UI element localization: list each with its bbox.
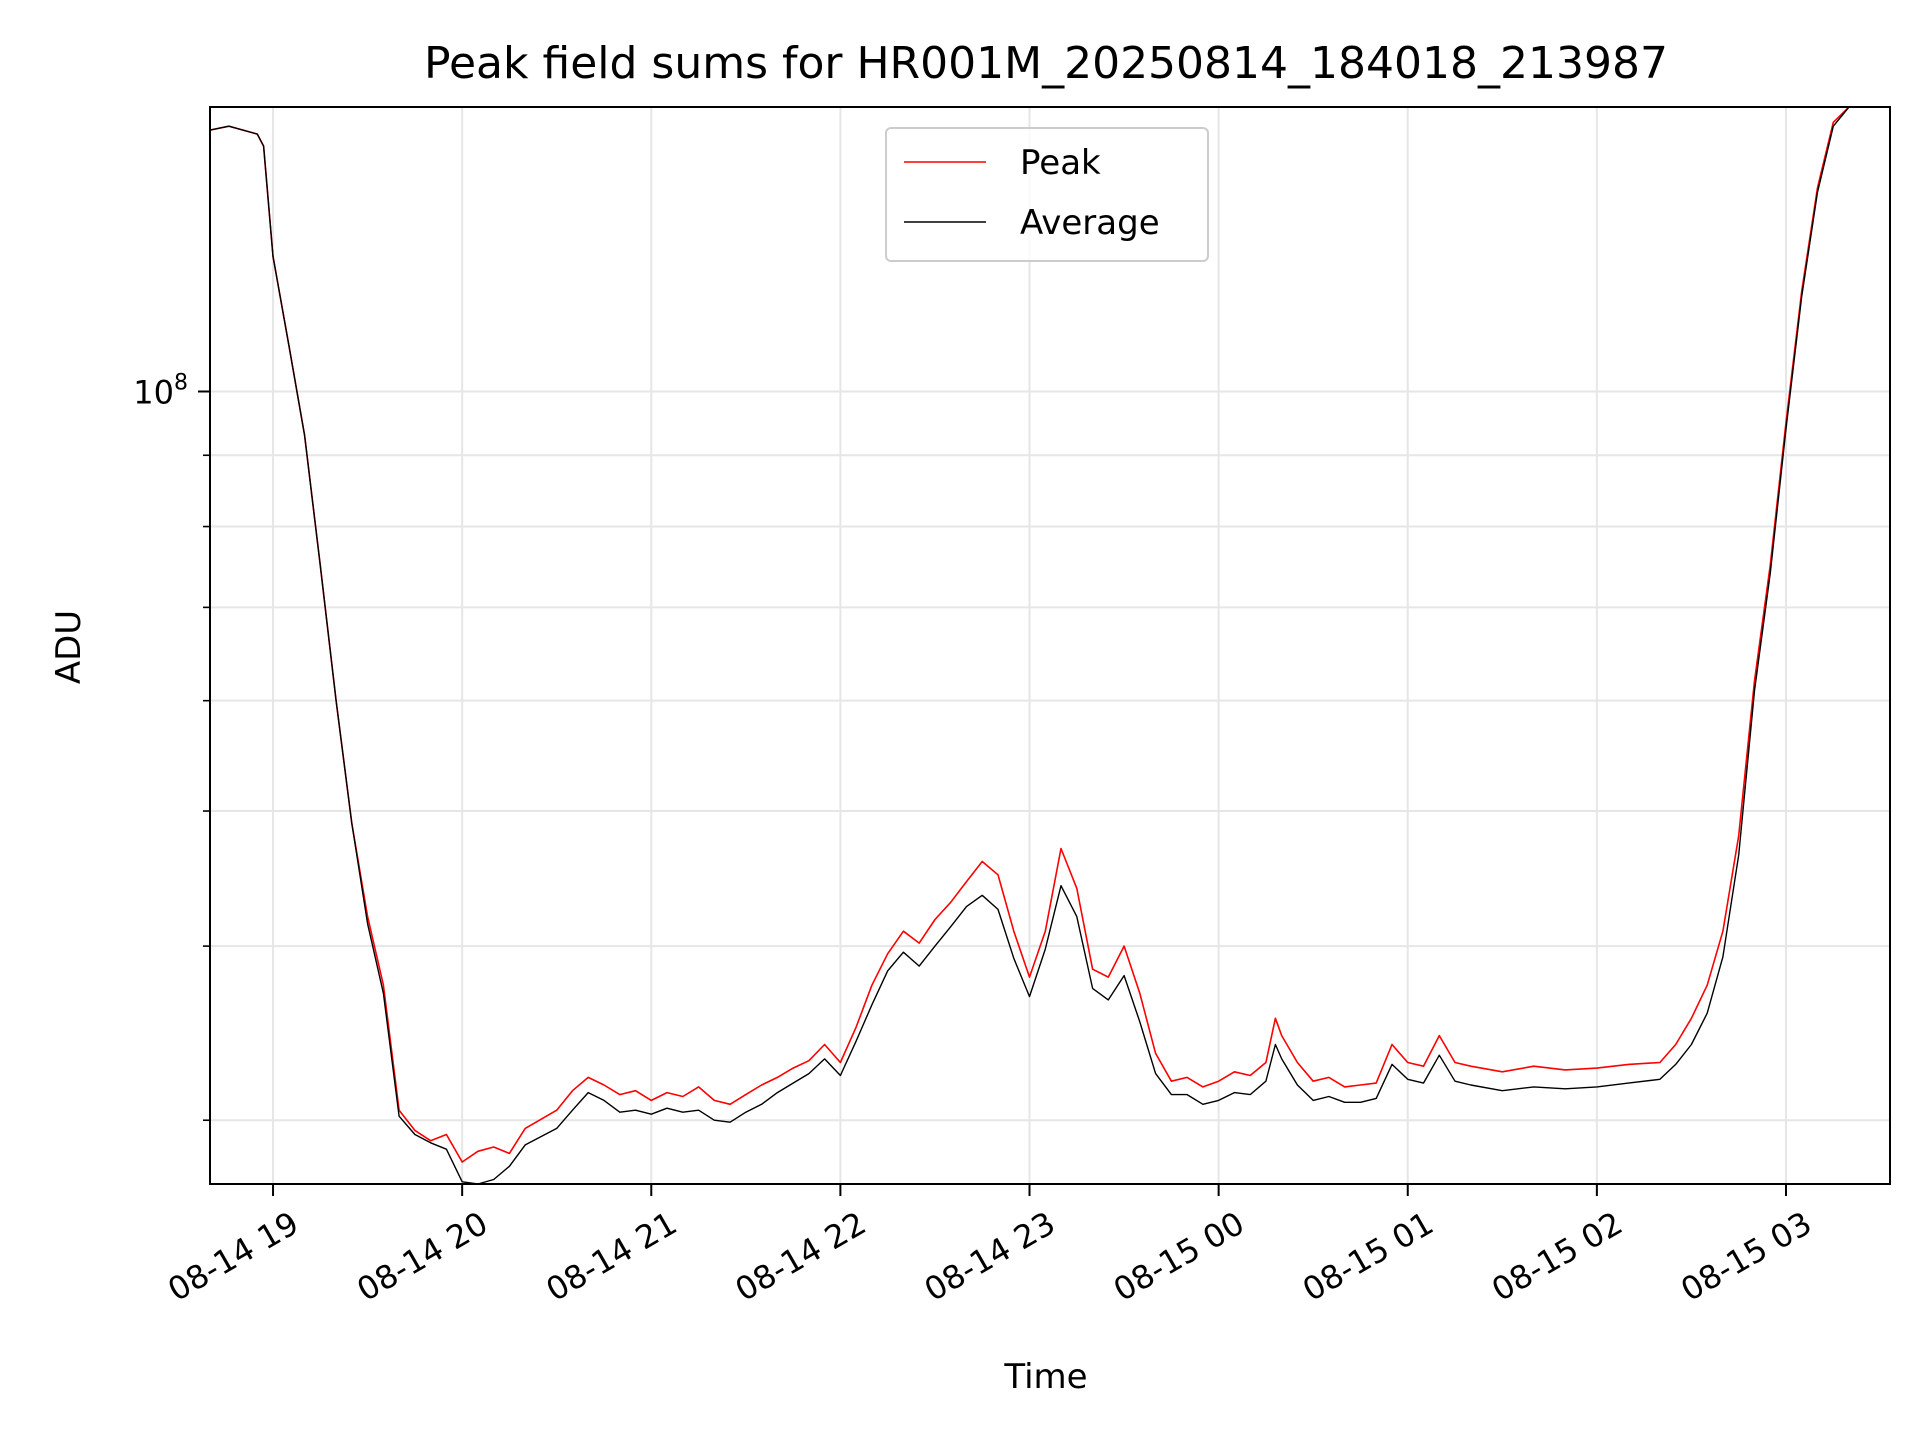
legend-label-average: Average xyxy=(1020,203,1160,243)
series-line-average xyxy=(209,106,1850,1185)
series-lines xyxy=(209,106,1850,1185)
legend-label-peak: Peak xyxy=(1020,143,1101,183)
series-line-peak xyxy=(209,106,1850,1163)
grid-lines xyxy=(210,107,1890,1184)
x-axis-label: Time xyxy=(1003,1357,1087,1397)
plot-frame xyxy=(209,106,1891,1185)
y-axis-label: ADU xyxy=(49,610,89,684)
legend-box xyxy=(885,127,1209,262)
legend: Peak Average xyxy=(885,127,1209,262)
y-tick-label: 108 xyxy=(133,370,188,411)
chart-title: Peak field sums for HR001M_20250814_1840… xyxy=(424,38,1668,89)
